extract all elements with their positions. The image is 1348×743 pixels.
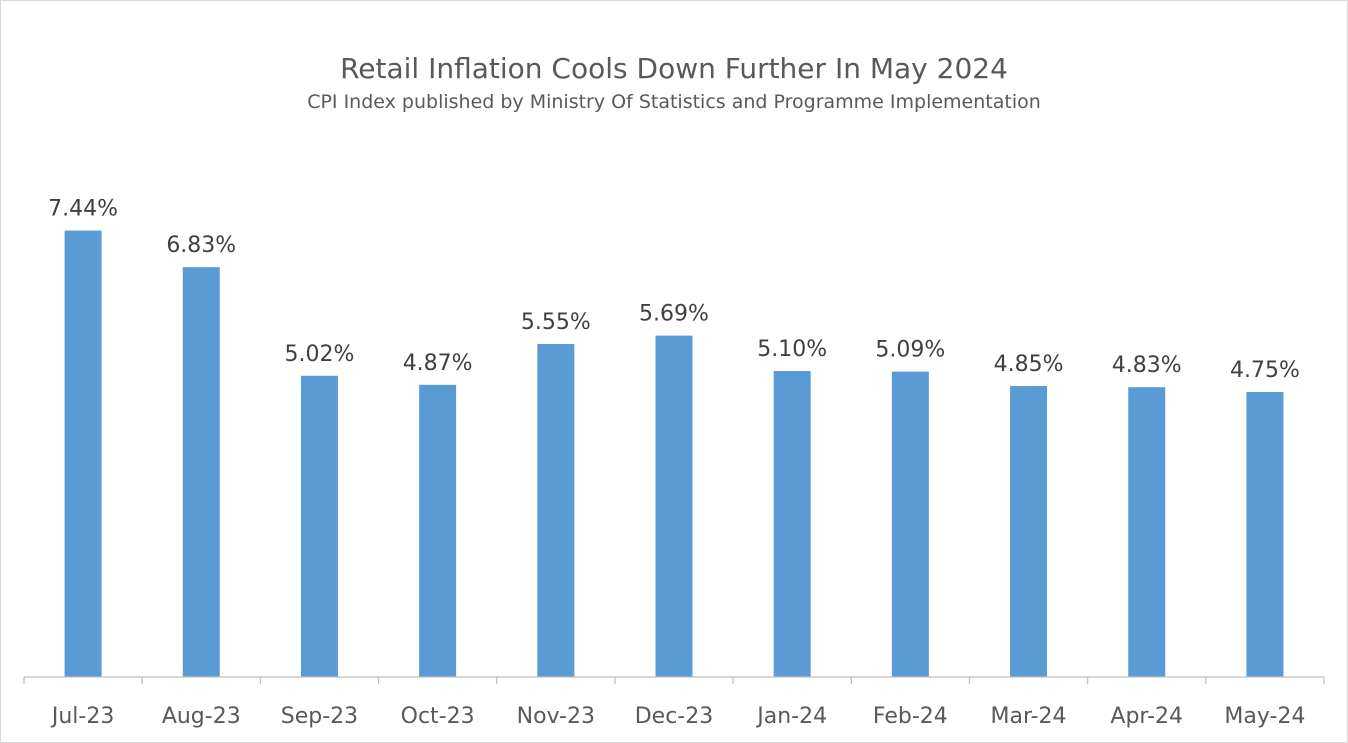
bar-may-24 [1246, 392, 1284, 677]
data-label-feb-24: 5.09% [875, 338, 945, 363]
data-label-mar-24: 4.85% [994, 352, 1064, 377]
bar-apr-24 [1128, 387, 1166, 677]
data-label-jan-24: 5.10% [757, 337, 827, 362]
bar-aug-23 [182, 267, 220, 677]
data-label-jul-23: 7.44% [48, 197, 118, 222]
data-label-sep-23: 5.02% [285, 342, 355, 367]
bar-jul-23 [64, 230, 102, 677]
data-label-nov-23: 5.55% [521, 310, 591, 335]
bar-oct-23 [419, 384, 457, 677]
bars-layer [64, 230, 1284, 677]
category-label-aug-23: Aug-23 [162, 704, 241, 729]
x-axis [23, 676, 1325, 684]
data-label-dec-23: 5.69% [639, 302, 709, 327]
bar-jan-24 [773, 371, 811, 677]
category-label-sep-23: Sep-23 [281, 704, 358, 729]
category-labels-layer: Jul-23 Aug-23 Sep-23 Oct-23 Nov-23 Dec-23 Jan-… [50, 704, 1306, 729]
data-label-may-24: 4.75% [1230, 358, 1300, 383]
bar-mar-24 [1010, 386, 1048, 677]
bar-feb-24 [891, 371, 929, 677]
category-label-nov-23: Nov-23 [517, 704, 595, 729]
category-label-feb-24: Feb-24 [873, 704, 948, 729]
category-label-may-24: May-24 [1224, 704, 1305, 729]
category-label-oct-23: Oct-23 [401, 704, 475, 729]
category-label-apr-24: Apr-24 [1110, 704, 1183, 729]
chart-subtitle: CPI Index published by Ministry Of Stati… [307, 91, 1041, 113]
bar-sep-23 [300, 375, 338, 677]
bar-dec-23 [655, 335, 693, 677]
category-label-jul-23: Jul-23 [50, 704, 114, 729]
chart-title: Retail Inflation Cools Down Further In M… [340, 52, 1008, 85]
bar-nov-23 [537, 344, 575, 677]
category-label-jan-24: Jan-24 [755, 704, 827, 729]
category-label-mar-24: Mar-24 [991, 704, 1067, 729]
data-labels-layer: 7.44% 6.83% 5.02% 4.87% 5.55% 5.69% 5.10% 5.09%… [48, 197, 1300, 383]
category-label-dec-23: Dec-23 [635, 704, 714, 729]
data-label-apr-24: 4.83% [1112, 353, 1182, 378]
data-label-aug-23: 6.83% [166, 233, 236, 258]
data-label-oct-23: 4.87% [403, 351, 473, 376]
